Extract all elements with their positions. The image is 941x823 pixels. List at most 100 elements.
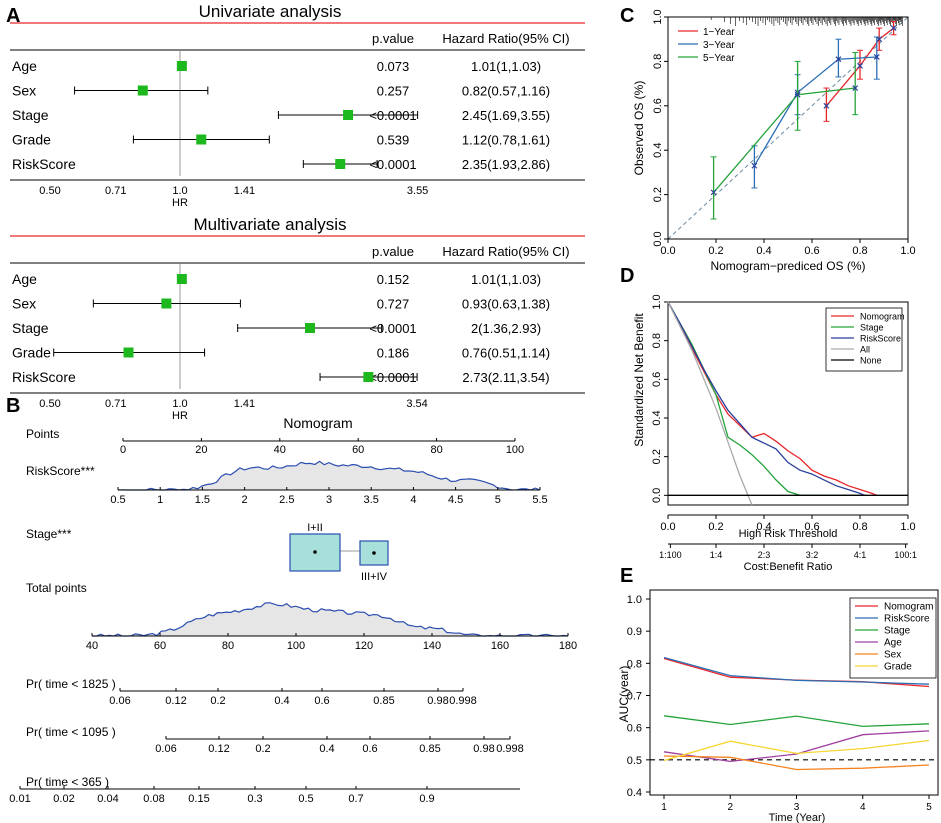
row-pvalue: 0.186 [377, 346, 410, 361]
points-tick-label: 40 [274, 444, 286, 456]
density-tick-label: 180 [559, 640, 577, 652]
auc-line [663, 715, 930, 728]
nomogram-panel: Nomogram Points 0 20 40 60 80 100 RiskScore*** 0.… [9, 415, 577, 805]
plot-frame [667, 16, 909, 240]
row-pvalue: 0.539 [377, 133, 410, 148]
cb-tick-label: 100:1 [894, 550, 917, 560]
legend-label: Age [884, 638, 902, 649]
prob-tick-label: 0.998 [496, 743, 524, 755]
net-benefit-curve [667, 301, 878, 496]
density-tick-label: 0.5 [110, 494, 125, 506]
x-tick-label: 0.4 [756, 521, 771, 533]
prob-tick-label: 0.08 [143, 793, 164, 805]
hr-point [176, 274, 187, 284]
legend-label: Grade [884, 662, 912, 673]
x-axis-title: Nomogram−prediced OS (%) [710, 259, 865, 273]
cost-benefit-title: Cost:Benefit Ratio [744, 561, 833, 573]
density-tick-label: 2.5 [279, 494, 294, 506]
prob-tick-label: 0.06 [155, 743, 176, 755]
y-tick-label: 1.0 [651, 294, 663, 309]
panel-label-a: A [6, 5, 20, 27]
legend-label: RiskScore [860, 334, 901, 344]
y-tick-label: 0.6 [652, 98, 664, 113]
x-tick-label: 0.2 [708, 521, 723, 533]
prob-tick-label: 0.2 [210, 695, 225, 707]
prob-tick-label: 0.3 [247, 793, 262, 805]
density-tick-label: 100 [287, 640, 305, 652]
panel-label-d: D [620, 265, 634, 287]
prob-tick-label: 0.98 [473, 743, 494, 755]
x-tick-label: 2 [727, 802, 733, 813]
net-benefit-curve [667, 301, 753, 506]
row-label-grade: Grade [12, 132, 51, 148]
prob-tick-label: 0.2 [255, 743, 270, 755]
points-tick-label: 20 [195, 444, 207, 456]
density-tick-label: 1.5 [195, 494, 210, 506]
forest-tick-label: 3.54 [406, 398, 427, 410]
row-hr-ci: 0.76(0.51,1.14) [462, 346, 550, 361]
row-pvalue: <0.0001 [369, 157, 416, 172]
density-tick-label: 120 [355, 640, 373, 652]
panel-label-c: C [620, 5, 634, 27]
row-label-sex: Sex [12, 83, 36, 99]
legend-label: Sex [884, 650, 901, 661]
calibration-point [876, 36, 883, 43]
prob-tick-label: 0.12 [165, 695, 186, 707]
row-label-stage: Stage [12, 320, 49, 336]
row-hr-ci: 0.93(0.63,1.38) [462, 297, 550, 312]
forest-tick-label: 0.50 [39, 185, 60, 197]
y-tick-label: 1.0 [627, 594, 642, 606]
points-tick-label: 100 [506, 444, 524, 456]
multivariate-forest-plot: Multivariate analysis p.value Hazard Ratio… [10, 215, 585, 422]
calibration-point [890, 25, 897, 32]
y-axis-title: Observed OS (%) [632, 81, 646, 176]
y-tick-label: 0.8 [627, 658, 642, 670]
density-tick-label: 1 [157, 494, 163, 506]
hr-header: Hazard Ratio(95% CI) [442, 244, 569, 259]
stage-cat-iii-iv: III+IV [361, 571, 388, 583]
row-label-riskscore: RiskScore [12, 156, 76, 172]
y-tick-label: 0.4 [627, 787, 642, 799]
prob-tick-label: 0.5 [298, 793, 313, 805]
x-tick-label: 3 [794, 802, 800, 813]
legend-label: Nomogram [860, 312, 905, 322]
prob-tick-label: 0.6 [362, 743, 377, 755]
y-axis-title: AUC(year) [617, 666, 631, 723]
y-tick-label: 0.8 [651, 333, 663, 348]
row-pvalue: 0.073 [377, 59, 410, 74]
forest-axis-title: HR [172, 197, 188, 209]
forest-tick-label: 1.41 [234, 398, 255, 410]
auc-time-plot: 0.4 0.5 0.6 0.7 0.8 0.9 1.0 1 2 3 4 5 Time (Year) AUC… [617, 589, 939, 823]
prob-tick-label: 0.02 [53, 793, 74, 805]
panel-label-b: B [6, 395, 20, 417]
forest-title: Multivariate analysis [193, 215, 346, 234]
row-hr-ci: 2(1.36,2.93) [471, 321, 541, 336]
x-tick-label: 0.6 [804, 521, 819, 533]
forest-tick-label: 0.50 [39, 398, 60, 410]
density-tick-label: 4.5 [448, 494, 463, 506]
density-tick-label: 3.5 [364, 494, 379, 506]
density-fill [92, 602, 568, 636]
prob-tick-label: 0.7 [348, 793, 363, 805]
row-label-prob: Pr( time < 1095 ) [26, 725, 116, 739]
hr-header: Hazard Ratio(95% CI) [442, 31, 569, 46]
forest-tick-label: 0.71 [105, 398, 126, 410]
y-tick-label: 0.8 [652, 54, 664, 69]
calibration-line [825, 27, 894, 107]
prob-tick-label: 0.998 [449, 695, 477, 707]
row-label-stage: Stage [12, 107, 49, 123]
x-tick-label: 0.8 [852, 245, 867, 257]
plot-frame [667, 301, 909, 506]
cb-tick-label: 3:2 [806, 550, 819, 560]
hr-point [305, 323, 315, 333]
auc-line [663, 739, 930, 762]
hr-point [161, 298, 172, 309]
prob-tick-label: 0.98 [427, 695, 448, 707]
x-axis-title: Time (Year) [769, 812, 826, 823]
row-label-age: Age [12, 271, 37, 287]
density-tick-label: 60 [154, 640, 166, 652]
y-tick-label: 0.6 [627, 723, 642, 735]
x-tick-label: 1 [661, 802, 667, 813]
x-tick-label: 4 [860, 802, 866, 813]
y-tick-label: 0.7 [627, 691, 642, 703]
